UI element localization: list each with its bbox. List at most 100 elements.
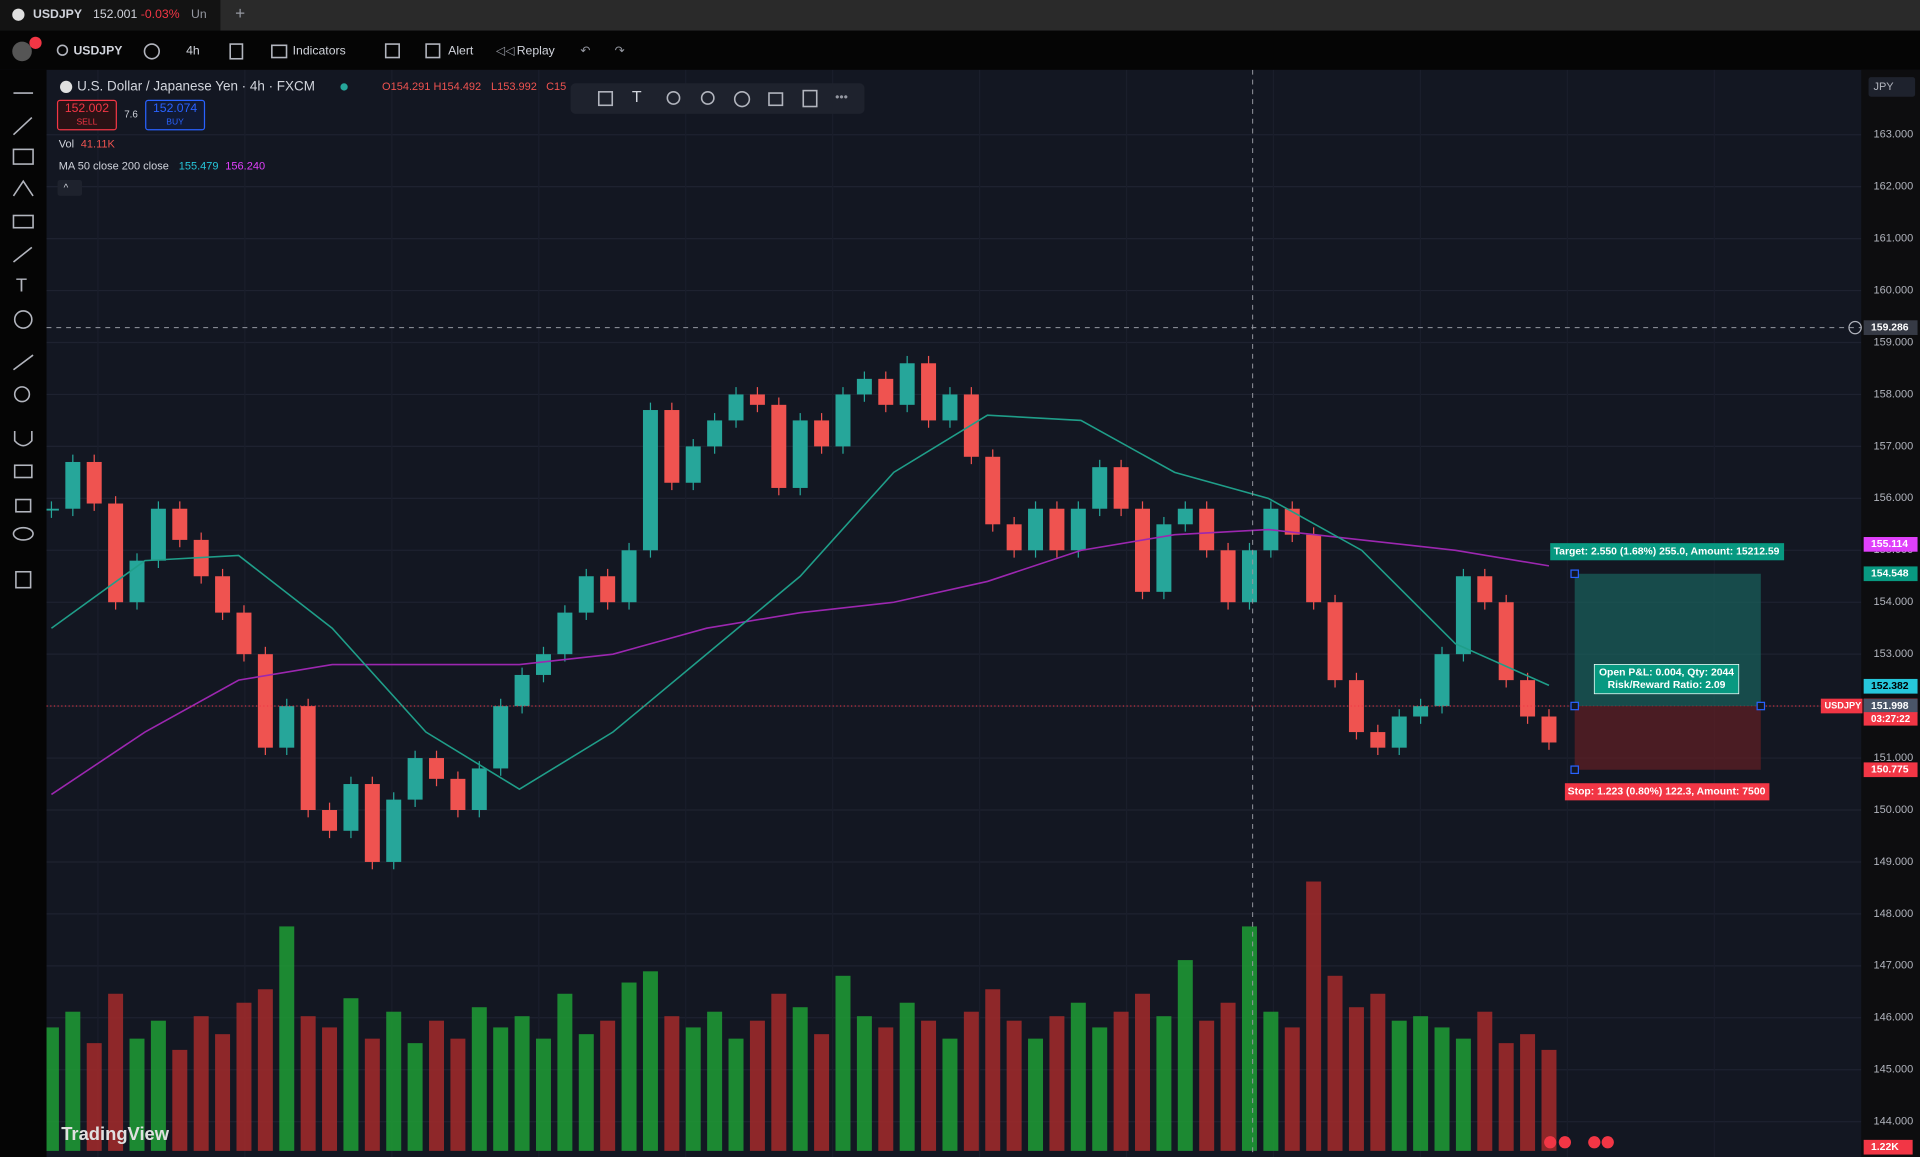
symbol-tag: USDJPY (1824, 700, 1861, 710)
emoji-tool[interactable] (13, 310, 33, 329)
projection-tool[interactable] (12, 214, 34, 229)
lock-tool[interactable] (15, 498, 32, 513)
candle (835, 394, 851, 447)
tab[interactable] (0, 0, 221, 31)
candle (86, 461, 102, 504)
ohlc-high: H154.492 (433, 81, 481, 93)
brush-tool[interactable] (12, 246, 33, 263)
volume-bar (1177, 960, 1193, 1151)
layouts-button[interactable] (384, 43, 400, 59)
zoom-tool[interactable] (13, 386, 31, 403)
trendline-tool[interactable] (12, 116, 33, 136)
volume-bar (1541, 1049, 1557, 1151)
magnet-tool[interactable] (13, 430, 33, 447)
new-tab[interactable]: + (235, 3, 245, 23)
brand: TradingView (61, 1123, 170, 1144)
fib-tool[interactable] (12, 148, 34, 165)
lock-button[interactable] (768, 92, 784, 107)
candle (600, 576, 616, 603)
ma200-price-box (1863, 537, 1918, 552)
collapse-legend[interactable] (57, 179, 83, 196)
volume-bar (707, 1011, 723, 1151)
tab-bar (0, 0, 1920, 31)
volume-bar (728, 1038, 744, 1151)
undo-button[interactable]: ↶ (580, 44, 590, 58)
border-button[interactable] (700, 91, 715, 105)
measure-tool[interactable] (12, 354, 34, 371)
candle (1541, 716, 1557, 743)
volume-bar (1028, 1038, 1044, 1151)
more-button[interactable]: ••• (835, 90, 848, 104)
ma50-price-box (1863, 678, 1918, 694)
template-button[interactable] (597, 91, 614, 107)
volume-bar (364, 1038, 380, 1151)
ma50-legend-value: 155.479 (179, 160, 219, 172)
volume-bar (1199, 1020, 1215, 1151)
drag-handle (1570, 701, 1579, 711)
ma200-price: 155.114 (1871, 539, 1908, 550)
currency-button[interactable] (1868, 77, 1916, 97)
ma50-price: 152.382 (1871, 681, 1909, 692)
sell-button[interactable] (56, 99, 117, 131)
compare-button[interactable] (143, 43, 160, 60)
volume-bar (279, 926, 295, 1151)
y-tick-label: 157.000 (1873, 440, 1913, 452)
volume-bar (1135, 993, 1150, 1151)
buy-button[interactable] (145, 99, 206, 131)
pattern-tool[interactable] (12, 179, 34, 197)
text-tool[interactable]: T (16, 274, 27, 295)
candle (1220, 550, 1236, 603)
candle (1498, 602, 1514, 681)
avatar[interactable] (12, 41, 32, 62)
hide-tool[interactable] (12, 526, 34, 541)
y-tick-label: 161.000 (1873, 233, 1913, 245)
y-tick-label: 148.000 (1873, 908, 1913, 920)
target-label-box (1550, 543, 1785, 561)
volume-bar (407, 1043, 423, 1151)
chart-type-button[interactable] (229, 43, 244, 60)
candle (172, 508, 188, 540)
risk-reward-label: Risk/Reward Ratio: 2.09 (1608, 680, 1726, 691)
delete-tool[interactable] (15, 570, 32, 589)
volume-bar (1434, 1027, 1450, 1151)
candle (450, 778, 466, 811)
volume-bar (193, 1016, 209, 1151)
volume-legend-value: 41.11K (81, 138, 116, 150)
countdown-box (1863, 712, 1918, 726)
volume-bar (1520, 1034, 1536, 1151)
volume-bar (1284, 1027, 1300, 1151)
candle (1391, 716, 1407, 748)
volume-bar (429, 1020, 445, 1151)
stay-drawing-tool[interactable] (13, 464, 33, 479)
candle (150, 508, 166, 561)
delete-button[interactable] (802, 89, 818, 108)
volume-bar (600, 1020, 616, 1151)
text-color-button[interactable]: T (632, 89, 642, 106)
candle (279, 706, 295, 748)
indicators-button[interactable]: Indicators (293, 44, 346, 58)
stop-price-box (1863, 762, 1918, 778)
alert-button[interactable]: Alert (448, 44, 474, 58)
candle (1434, 654, 1450, 707)
y-tick-label: 145.000 (1873, 1064, 1913, 1076)
candle (771, 404, 787, 488)
volume-bar (257, 989, 273, 1151)
notification-badge (29, 36, 42, 49)
ohlc-open: O154.291 (382, 81, 430, 93)
pnl-box (1593, 664, 1740, 695)
volume-legend: Vol (59, 138, 74, 150)
volume-bar (792, 1007, 808, 1151)
interval-button[interactable]: 4h (186, 44, 200, 58)
market-status (340, 83, 348, 91)
redo-button[interactable]: ↷ (615, 44, 625, 58)
y-tick-label: 153.000 (1873, 648, 1913, 660)
settings-button[interactable] (733, 91, 751, 108)
candle (728, 394, 744, 421)
top-toolbar (0, 30, 1920, 70)
candle (1028, 508, 1044, 551)
y-tick-label: 147.000 (1873, 960, 1913, 972)
fill-button[interactable] (666, 91, 681, 105)
volume-bar (685, 1027, 701, 1151)
replay-button[interactable]: Replay (517, 44, 556, 58)
symbol-search[interactable]: USDJPY (73, 44, 122, 58)
